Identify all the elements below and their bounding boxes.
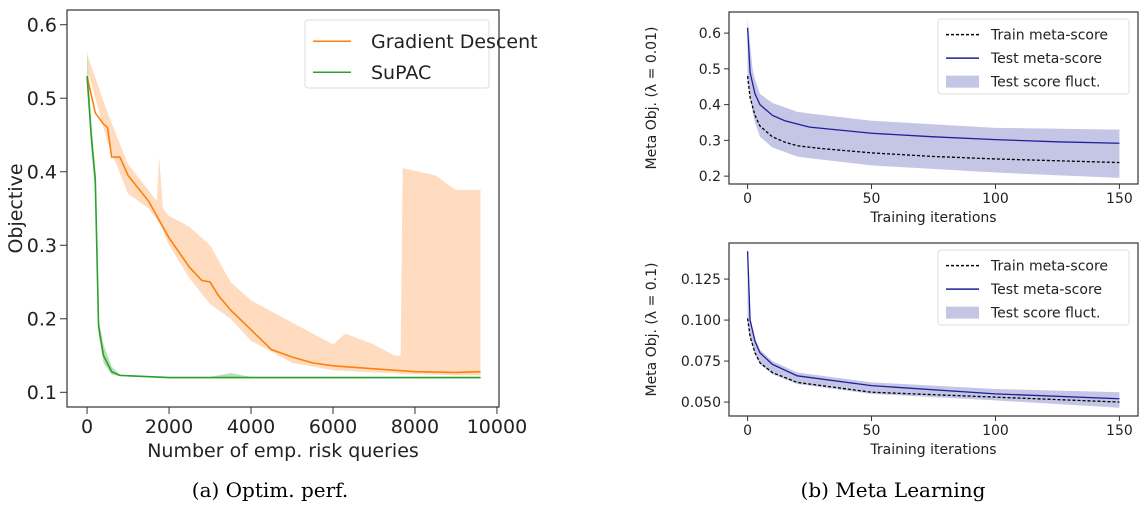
- y-tick-label: 0.3: [27, 235, 57, 257]
- y-axis-label: Meta Obj. (λ = 0.01): [644, 27, 660, 170]
- y-tick-label: 0.050: [681, 395, 721, 411]
- series-line-1: [746, 251, 1120, 400]
- y-axis-label: Meta Obj. (λ = 0.1): [644, 262, 660, 396]
- legend: Train meta-score Test meta-score Test scor…: [937, 18, 1130, 95]
- legend-label: SuPAC: [371, 62, 431, 84]
- x-tick-label: 6000: [309, 416, 357, 438]
- legend-label: Test meta-score: [990, 282, 1102, 298]
- x-tick-label: 10000: [467, 416, 527, 438]
- y-axis-label: Objective: [5, 163, 27, 253]
- x-axis-label: Training iterations: [869, 210, 996, 226]
- x-tick-label: 50: [863, 191, 881, 207]
- y-tick-label: 0.2: [27, 309, 57, 331]
- series-line-0: [746, 318, 1120, 403]
- legend-label: Train meta-score: [990, 259, 1108, 275]
- y-tick-label: 0.2: [699, 169, 721, 185]
- series-line-0: [746, 75, 1120, 164]
- y-tick-label: 0.5: [699, 62, 721, 78]
- legend-swatch: [946, 75, 979, 88]
- y-tick-label: 0.6: [27, 15, 57, 37]
- legend: Train meta-score Test meta-score Test scor…: [937, 249, 1130, 326]
- x-tick-label: 0: [743, 423, 752, 439]
- axes-frame: [728, 11, 1139, 185]
- legend-label: Test score fluct.: [990, 306, 1100, 322]
- x-axis-label: Number of emp. risk queries: [147, 440, 419, 462]
- y-tick-label: 0.6: [699, 26, 721, 42]
- x-axis-label: Training iterations: [869, 442, 996, 458]
- x-tick-label: 8000: [391, 416, 439, 438]
- caption-a: (a) Optim. perf.: [192, 478, 348, 502]
- x-tick-label: 100: [982, 191, 1009, 207]
- legend-label: Gradient Descent: [371, 31, 538, 53]
- series-line-1: [86, 76, 481, 379]
- y-tick-label: 0.5: [27, 88, 57, 110]
- legend-box: [304, 19, 490, 89]
- chart-0: 0 2000 4000 6000 8000 10000 0.1 0.2 0.3 0.4 0.5 0.6…: [5, 9, 538, 462]
- axes-frame: [728, 242, 1139, 417]
- legend-swatch: [946, 306, 979, 319]
- legend: Gradient Descent SuPAC: [304, 19, 538, 89]
- x-tick-label: 0: [81, 416, 93, 438]
- y-tick-label: 0.1: [27, 382, 57, 404]
- legend-label: Train meta-score: [990, 28, 1108, 44]
- x-tick-label: 4000: [227, 416, 275, 438]
- series-line-1: [746, 27, 1120, 144]
- x-tick-label: 100: [982, 423, 1009, 439]
- legend-box: [937, 249, 1130, 326]
- y-tick-label: 0.4: [699, 98, 721, 114]
- legend-box: [937, 18, 1130, 95]
- caption-b: (b) Meta Learning: [801, 478, 986, 502]
- y-tick-label: 0.125: [681, 272, 721, 288]
- band-test-score-fluct: [747, 18, 1120, 178]
- y-tick-label: 0.3: [699, 133, 721, 149]
- band-series-0: [87, 54, 481, 376]
- x-tick-label: 2000: [145, 416, 193, 438]
- x-tick-label: 0: [743, 191, 752, 207]
- y-tick-label: 0.075: [681, 354, 721, 370]
- legend-label: Test score fluct.: [990, 75, 1100, 91]
- y-tick-label: 0.4: [27, 162, 57, 184]
- x-tick-label: 50: [863, 423, 881, 439]
- x-tick-label: 150: [1106, 423, 1133, 439]
- chart-1: 0 50 100 150 0.2 0.3 0.4 0.5 0.6 Training iterati…: [644, 11, 1139, 226]
- chart-2: 0 50 100 150 0.050 0.075 0.100 0.125 Training it…: [644, 242, 1139, 458]
- series-line-0: [86, 75, 481, 374]
- y-tick-label: 0.100: [681, 313, 721, 329]
- axes-frame: [66, 9, 500, 408]
- x-tick-label: 150: [1106, 191, 1133, 207]
- legend-label: Test meta-score: [990, 51, 1102, 67]
- band-test-score-fluct: [747, 246, 1120, 408]
